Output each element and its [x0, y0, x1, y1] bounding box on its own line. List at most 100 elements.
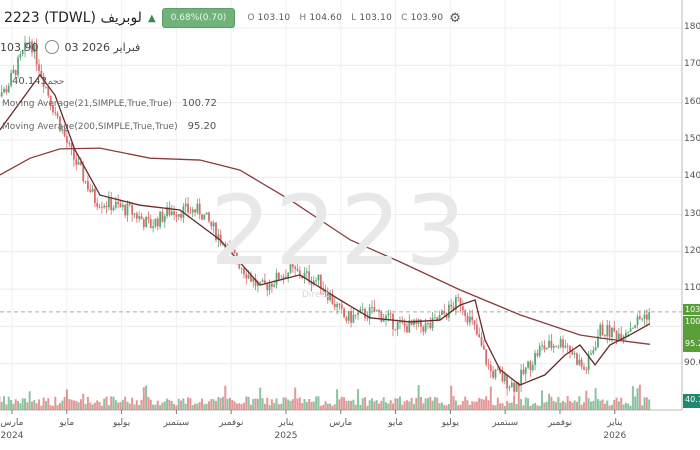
volume-bar [389, 400, 392, 410]
candle-body [315, 280, 318, 282]
candle-body [254, 278, 257, 286]
candle-body [140, 216, 143, 220]
candle-body [154, 218, 157, 227]
volume-bar [466, 400, 469, 410]
volume-bar [194, 403, 197, 410]
candle-body [454, 297, 457, 310]
change-badge: 0.68%(0.70) [161, 8, 236, 28]
candle-body [173, 211, 175, 215]
volume-bar [135, 400, 138, 410]
candle-body [571, 350, 574, 355]
volume-bar [431, 400, 434, 410]
candle-body [19, 54, 22, 58]
ma21-legend[interactable]: Moving Average(21,SIMPLE,True,True) 100.7… [2, 98, 217, 109]
volume-bar [522, 405, 525, 410]
candle-body [408, 320, 411, 333]
candle-body [634, 325, 637, 328]
candle-body [485, 349, 488, 365]
candle-body [168, 207, 171, 215]
symbol-title[interactable]: 2223 (TDWL) لوبريف [4, 10, 142, 26]
volume-bar [47, 398, 50, 410]
time-tick-label: نوفمبر [219, 418, 244, 428]
volume-bar [375, 400, 378, 410]
volume-bar [294, 387, 297, 410]
candle-body [627, 331, 630, 333]
candle-body [217, 234, 220, 240]
candle-body [161, 211, 164, 222]
volume-bar [573, 400, 576, 410]
candle-body [338, 303, 341, 305]
volume-bar [175, 405, 178, 410]
candle-body [641, 318, 644, 320]
volume-bar [40, 405, 43, 410]
time-tick-label: مايو [59, 418, 75, 428]
candle-body [257, 283, 259, 286]
price-tick-label: 90.00 [684, 357, 700, 368]
volume-bar [529, 405, 532, 410]
candle-body [648, 312, 651, 320]
volume-bar [329, 403, 332, 410]
candle-body [208, 212, 210, 222]
candle-body [240, 268, 243, 270]
volume-bar [235, 403, 238, 410]
candle-body [392, 313, 394, 330]
candle-body [121, 204, 124, 207]
candle-body [401, 321, 404, 323]
ma200-legend[interactable]: Moving Average(200,SIMPLE,True,True) 95.2… [2, 121, 217, 132]
volume-bar [419, 396, 422, 410]
volume-bar [240, 404, 243, 410]
volume-bar [42, 397, 45, 410]
candle-body [645, 314, 648, 320]
volume-bar [461, 401, 464, 410]
volume-bar [352, 399, 355, 410]
candle-body [233, 249, 236, 254]
candle-body [75, 159, 78, 165]
volume-bar [147, 396, 150, 410]
candle-body [215, 222, 217, 240]
volume-bar [569, 401, 572, 410]
volume-bar [622, 404, 625, 410]
volume-bar [277, 404, 280, 410]
price-tick-label: 150.00 [684, 133, 700, 144]
volume-bar [105, 396, 108, 410]
volume-bar [429, 396, 432, 410]
candle-body [319, 274, 322, 289]
volume-bar [249, 404, 252, 410]
volume-bar [517, 384, 520, 410]
volume-bar [506, 400, 509, 410]
candle-body [66, 136, 68, 143]
volume-bar [527, 398, 530, 410]
candle-body [236, 253, 238, 263]
candle-body [84, 180, 87, 182]
candle-body [424, 323, 427, 332]
volume-bar [63, 397, 66, 410]
gear-icon[interactable]: ⚙ [449, 10, 461, 26]
volume-bar [492, 404, 495, 410]
candle-body [578, 359, 581, 365]
volume-bar [336, 389, 339, 410]
candle-body [294, 266, 297, 269]
volume-bar [208, 401, 211, 410]
volume-bar [585, 390, 588, 410]
candle-body [82, 164, 85, 182]
candle-body [105, 205, 108, 208]
candle-body [606, 325, 609, 337]
volume-bar [51, 405, 54, 410]
volume-bar [24, 398, 27, 410]
candle-body [63, 129, 66, 137]
volume-bar [254, 398, 257, 410]
price-tick-label: 170.00 [684, 59, 700, 70]
candle-body [569, 346, 571, 351]
candle-body [464, 310, 467, 317]
candle-body [128, 203, 131, 205]
candle-body [70, 143, 73, 148]
volume-bar [214, 400, 217, 410]
volume-bar [289, 400, 292, 410]
volume-bar [17, 401, 20, 410]
volume-bar [575, 401, 578, 410]
cursor-info: 103.90 03 2026 فبراير [0, 40, 140, 54]
volume-bar [333, 404, 336, 410]
volume-bar [364, 397, 367, 410]
candle-body [531, 364, 534, 371]
